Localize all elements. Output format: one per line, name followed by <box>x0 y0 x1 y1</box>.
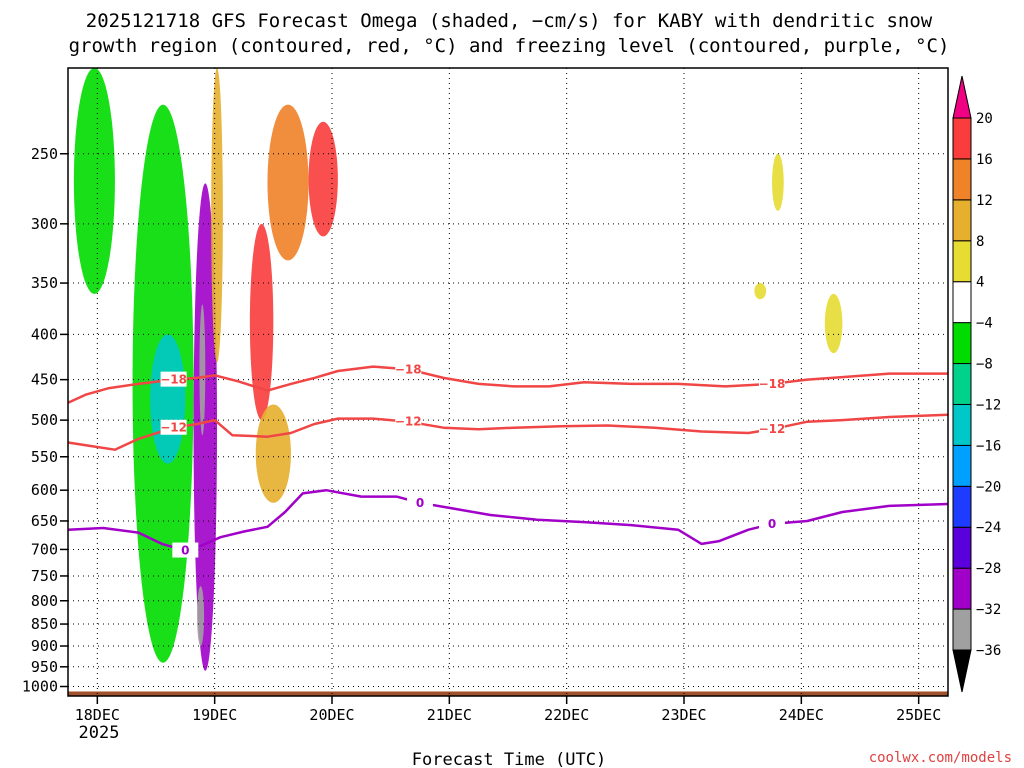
shaded-feature-0 <box>193 183 218 671</box>
y-tick-label-15: 1000 <box>22 678 58 696</box>
contour-label-bg-0-1 <box>395 361 422 377</box>
terrain-band <box>68 691 948 696</box>
y-axis-ticks: 250 300 350 400 450 500 550 600 650 700 750 800 850 9… <box>22 145 68 696</box>
chart-title-line1: 2025121718 GFS Forecast Omega (shaded, −… <box>86 10 933 32</box>
y-tick-label-1: 300 <box>31 215 58 233</box>
x-tick-label-0: 18DEC <box>75 706 120 724</box>
x-tick-label-1: 19DEC <box>192 706 237 724</box>
shaded-feature-5 <box>73 68 115 294</box>
colorbar: 20 16 12 8 4 −4 −8 −12 −16 −20 −24 −28 −32 −36 <box>952 75 1001 693</box>
shaded-feature-8 <box>267 104 309 261</box>
y-tick-label-7: 600 <box>31 481 58 499</box>
colorbar-box-9 <box>952 281 972 324</box>
contour-label-2-1: 0 <box>416 496 424 510</box>
colorbar-box-2 <box>952 567 972 610</box>
y-tick-label-3: 400 <box>31 325 58 343</box>
shaded-feature-7 <box>249 223 274 421</box>
x-tick-label-7: 25DEC <box>896 706 941 724</box>
colorbar-top-arrow <box>952 75 972 119</box>
y-tick-label-11: 800 <box>31 592 58 610</box>
shaded-feature-1 <box>199 304 206 436</box>
surface-terrain <box>68 691 948 696</box>
contour-label-bg-2-0 <box>172 542 199 558</box>
plot-frame <box>67 67 949 697</box>
contour-label-1-0: −12 <box>160 421 187 435</box>
y-tick-label-9: 700 <box>31 540 58 558</box>
x-tick-label-5: 23DEC <box>661 706 706 724</box>
colorbar-box-5 <box>952 444 972 487</box>
contour-label-bg-0-0 <box>160 371 187 387</box>
colorbar-label-12: −32 <box>976 602 1001 618</box>
x-tick-label-3: 21DEC <box>427 706 472 724</box>
contour-label-bg-1-1 <box>395 413 422 429</box>
colorbar-label-9: −20 <box>976 479 1001 495</box>
y-tick-label-8: 650 <box>31 512 58 530</box>
colorbar-label-8: −16 <box>976 438 1001 454</box>
shaded-feature-6 <box>211 68 223 363</box>
y-tick-label-14: 950 <box>31 658 58 676</box>
colorbar-bottom-arrow <box>952 649 972 693</box>
colorbar-box-6 <box>952 403 972 446</box>
y-tick-label-4: 450 <box>31 371 58 389</box>
contour-label-0-1: −18 <box>395 362 422 376</box>
colorbar-box-8 <box>952 322 972 365</box>
colorbar-label-13: −36 <box>976 643 1001 659</box>
contour-label-2-0: 0 <box>181 544 189 558</box>
x-year-label: 2025 <box>79 723 120 743</box>
shaded-feature-9 <box>255 404 291 503</box>
shaded-feature-4 <box>150 334 186 464</box>
y-tick-label-10: 750 <box>31 567 58 585</box>
contour-label-bg-0-2 <box>759 375 785 391</box>
contour-label-2-2: 0 <box>768 517 776 531</box>
contour-label-bg-1-0 <box>160 419 187 435</box>
colorbar-box-7 <box>952 363 972 405</box>
shaded-feature-11 <box>772 153 784 211</box>
colorbar-label-4: 4 <box>976 275 984 291</box>
shaded-feature-2 <box>197 586 205 647</box>
contour-label-bg-1-2 <box>759 421 785 437</box>
y-tick-label-13: 900 <box>31 637 58 655</box>
contour-label-0-2: −18 <box>759 377 786 391</box>
y-tick-label-6: 550 <box>31 448 58 466</box>
omega-shading <box>73 68 843 671</box>
colorbar-label-1: 16 <box>976 152 993 168</box>
colorbar-box-12 <box>952 158 972 201</box>
colorbar-label-3: 8 <box>976 234 984 250</box>
x-axis-title: Forecast Time (UTC) <box>412 750 606 768</box>
shaded-feature-13 <box>754 283 767 300</box>
chart-title-line2: growth region (contoured, red, °C) and f… <box>69 35 950 57</box>
credit-text: coolwx.com/models <box>869 750 1012 766</box>
colorbar-label-0: 20 <box>976 111 993 127</box>
colorbar-box-1 <box>952 608 972 651</box>
x-tick-label-2: 20DEC <box>309 706 354 724</box>
shaded-feature-12 <box>824 293 843 354</box>
colorbar-label-6: −8 <box>976 357 993 373</box>
y-tick-label-2: 350 <box>31 274 58 292</box>
y-tick-label-0: 250 <box>31 145 58 163</box>
grid-lines <box>68 68 948 696</box>
colorbar-label-5: −4 <box>976 316 993 332</box>
colorbar-box-10 <box>952 240 972 283</box>
colorbar-label-7: −12 <box>976 397 1001 413</box>
y-tick-label-5: 500 <box>31 411 58 429</box>
contour-label-1-2: −12 <box>759 422 786 436</box>
x-tick-label-4: 22DEC <box>544 706 589 724</box>
contour-label-bg-2-2 <box>759 515 785 531</box>
colorbar-box-3 <box>952 526 972 569</box>
contour-label-bg-2-1 <box>407 494 433 510</box>
contour-label-0-0: −18 <box>160 373 187 387</box>
temperature-contours: −18 −18 −18 −12 −12 −12 0 0 0 <box>67 361 949 558</box>
contour-label-1-1: −12 <box>395 415 422 429</box>
colorbar-box-13 <box>952 117 972 160</box>
x-axis-ticks: 18DEC 19DEC 20DEC 21DEC 22DEC 23DEC 24DEC 25DEC <box>75 696 941 724</box>
colorbar-label-2: 12 <box>976 193 993 209</box>
colorbar-box-4 <box>952 485 972 528</box>
shaded-feature-10 <box>308 121 338 237</box>
colorbar-label-10: −24 <box>976 520 1001 536</box>
x-tick-label-6: 24DEC <box>779 706 824 724</box>
y-tick-label-12: 850 <box>31 615 58 633</box>
colorbar-label-11: −28 <box>976 561 1001 577</box>
colorbar-box-11 <box>952 199 972 242</box>
